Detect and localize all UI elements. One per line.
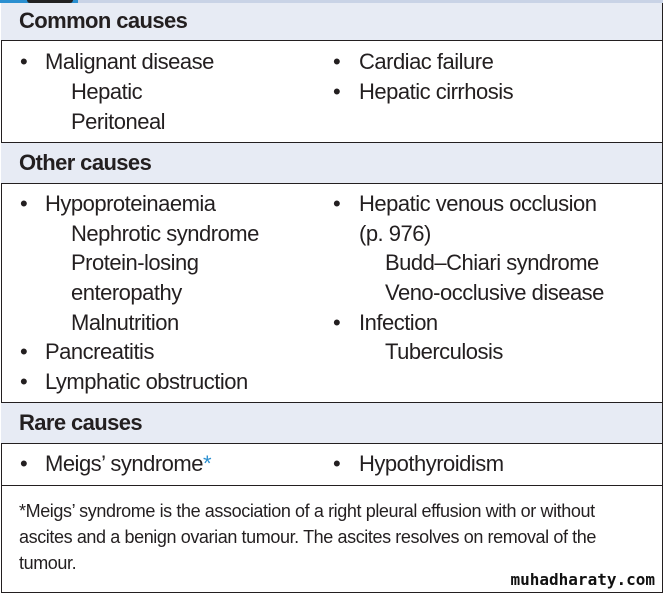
bullet: •: [333, 191, 341, 216]
bullet: •: [333, 79, 341, 104]
list-subitem: Peritoneal: [71, 109, 166, 134]
list-item-text: Meigs’ syndrome: [45, 451, 203, 476]
list-item: Lymphatic obstruction: [45, 369, 248, 394]
list-item: Pancreatitis: [45, 339, 154, 364]
list-subitem: Budd–Chiari syndrome: [385, 250, 599, 275]
bullet: •: [20, 191, 28, 216]
section-header-common: Common causes: [1, 3, 662, 41]
bullet: •: [333, 451, 341, 476]
list-item: Hypoproteinaemia: [45, 191, 216, 216]
bullet: •: [333, 310, 341, 335]
list-subitem: Protein-losing: [71, 250, 199, 275]
list-item: Meigs’ syndrome*: [45, 449, 212, 479]
bullet: •: [20, 451, 28, 476]
footnote-marker: *: [202, 451, 212, 476]
bullet: •: [20, 369, 28, 394]
list-subitem: Hepatic: [71, 79, 143, 104]
list-item: Cardiac failure: [359, 49, 494, 74]
divider: [1, 485, 662, 486]
list-item: Hepatic cirrhosis: [359, 79, 514, 104]
list-subitem: Veno-occlusive disease: [385, 280, 604, 305]
section-header-other: Other causes: [1, 142, 662, 184]
bullet: •: [333, 49, 341, 74]
list-subitem: Tuberculosis: [385, 339, 503, 364]
list-subitem: Nephrotic syndrome: [71, 221, 259, 246]
list-item: Hepatic venous occlusion: [359, 191, 597, 216]
list-item: Malignant disease: [45, 49, 214, 74]
bullet: •: [20, 49, 28, 74]
top-strip: [0, 0, 663, 3]
top-tab: [27, 0, 73, 3]
list-item-continuation: (p. 976): [359, 221, 431, 246]
list-subitem: enteropathy: [71, 280, 182, 305]
footnote: *Meigs’ syndrome is the association of a…: [19, 501, 597, 573]
bullet: •: [20, 339, 28, 364]
list-item: Infection: [359, 310, 438, 335]
watermark: muhadharaty.com: [510, 570, 656, 589]
list-subitem: Malnutrition: [71, 310, 179, 335]
section-header-rare: Rare causes: [1, 402, 662, 444]
list-item: Hypothyroidism: [359, 451, 504, 476]
